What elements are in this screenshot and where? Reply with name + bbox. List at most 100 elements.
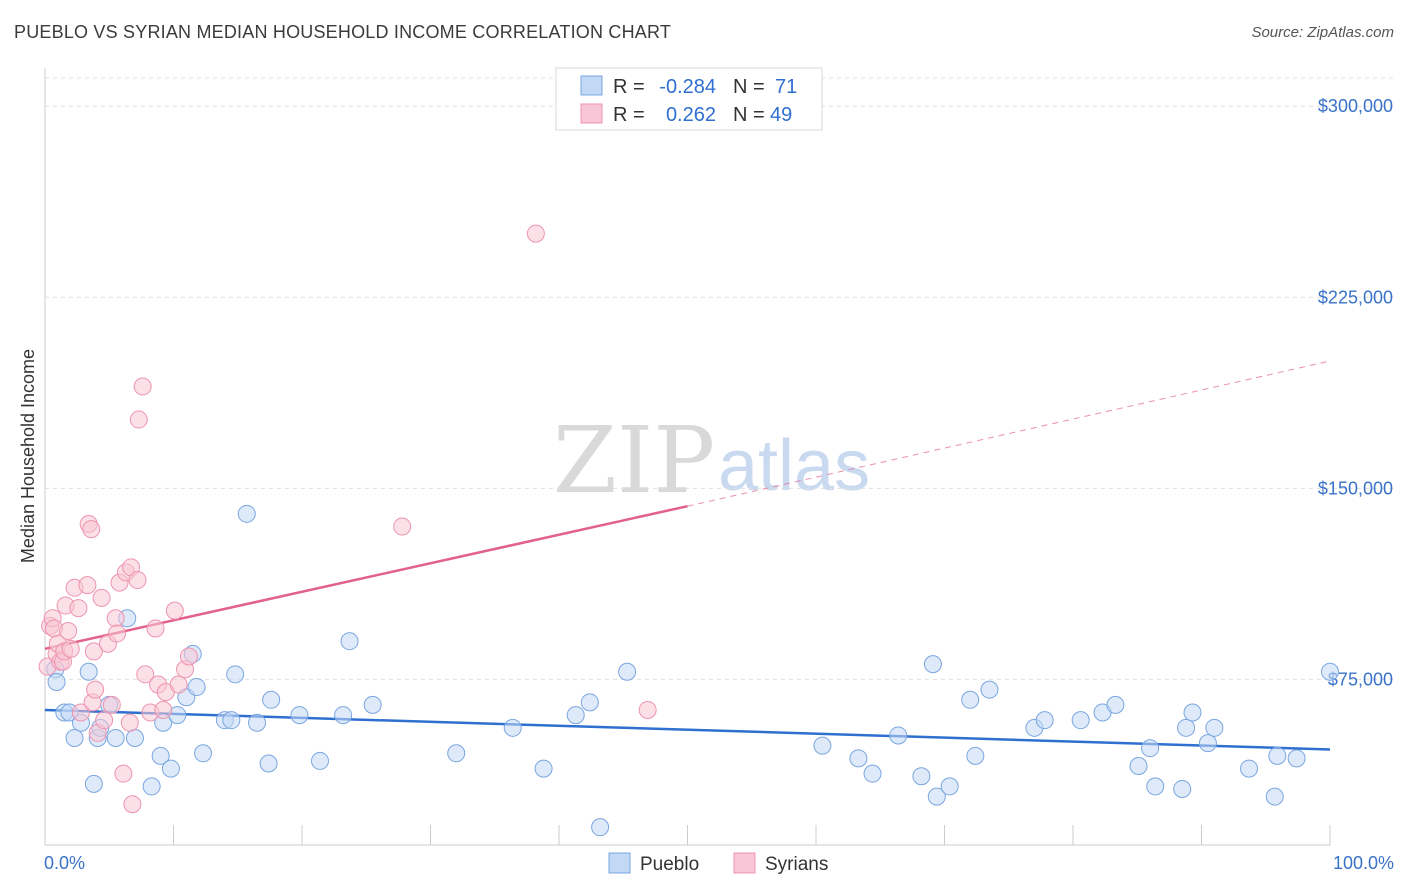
pueblo-point-39 — [580, 693, 599, 712]
pueblo-point-69 — [1287, 749, 1306, 768]
pueblo-point-42 — [813, 736, 832, 755]
pueblo-point-13 — [125, 729, 144, 748]
syrian-point-23 — [95, 711, 114, 730]
pueblo-point-1 — [47, 672, 66, 691]
pueblo-point-59 — [1141, 739, 1160, 758]
syrian-point-27 — [107, 624, 126, 643]
y-tick-label-300000: $300,000 — [1318, 96, 1393, 116]
pueblo-point-46 — [912, 767, 931, 786]
grid-lines — [45, 77, 1394, 680]
syrian-point-29 — [114, 764, 133, 783]
syrian-n-label: N = — [733, 104, 765, 126]
pueblo-point-36 — [503, 718, 522, 737]
syrian-point-20 — [86, 680, 105, 699]
syrian-point-34 — [128, 571, 147, 590]
pueblo-point-63 — [1183, 703, 1202, 722]
pueblo-point-62 — [1177, 718, 1196, 737]
syrian-n-value: 49 — [770, 104, 792, 126]
pueblo-point-32 — [334, 706, 353, 725]
pueblo-point-33 — [340, 632, 359, 651]
x-tick-label-max: 100.0% — [1333, 853, 1394, 873]
pueblo-point-52 — [980, 680, 999, 699]
pueblo-point-49 — [940, 777, 959, 796]
syrian-r-value: 0.262 — [666, 104, 716, 126]
pueblo-point-41 — [618, 662, 637, 681]
syrian-point-25 — [102, 695, 121, 714]
pueblo-point-66 — [1240, 759, 1259, 778]
syrian-point-26 — [106, 609, 125, 628]
pueblo-point-43 — [849, 749, 868, 768]
pueblo-point-67 — [1265, 787, 1284, 806]
series-legend: Pueblo Syrians — [608, 852, 828, 875]
syrian-point-19 — [84, 642, 103, 661]
syrian-point-17 — [82, 520, 101, 539]
pueblo-swatch — [580, 75, 603, 96]
syrian-point-13 — [69, 599, 88, 618]
syrian-point-43 — [165, 601, 184, 620]
syrian-point-44 — [169, 675, 188, 694]
pueblo-point-11 — [106, 729, 125, 748]
syrian-point-36 — [133, 377, 152, 396]
pueblo-point-37 — [534, 759, 553, 778]
watermark-atlas: atlas — [718, 426, 870, 506]
pueblo-point-40 — [591, 818, 610, 837]
syrian-point-33 — [123, 795, 142, 814]
pueblo-point-70 — [1321, 662, 1339, 681]
pueblo-point-64 — [1198, 734, 1217, 753]
pueblo-point-24 — [222, 711, 241, 730]
x-tick-marks — [44, 825, 1331, 845]
pueblo-point-27 — [248, 713, 267, 732]
pueblo-point-47 — [923, 655, 942, 674]
pueblo-point-29 — [262, 690, 281, 709]
pueblo-point-30 — [290, 706, 309, 725]
pueblo-point-57 — [1106, 695, 1125, 714]
syrian-points — [38, 224, 657, 814]
pueblo-point-38 — [566, 706, 585, 725]
syrian-point-11 — [61, 639, 80, 658]
x-tick-label-min: 0.0% — [44, 853, 85, 873]
legend-pueblo-label: Pueblo — [640, 854, 699, 875]
pueblo-point-25 — [226, 665, 245, 684]
pueblo-point-28 — [259, 754, 278, 773]
pueblo-point-54 — [1035, 711, 1054, 730]
pueblo-n-label: N = — [733, 76, 765, 98]
pueblo-point-65 — [1205, 718, 1224, 737]
pueblo-r-label: R = — [613, 76, 645, 98]
pueblo-point-68 — [1268, 746, 1287, 765]
chart-title: PUEBLO VS SYRIAN MEDIAN HOUSEHOLD INCOME… — [14, 22, 672, 42]
syrian-point-14 — [71, 703, 90, 722]
legend-syrian-swatch — [733, 852, 756, 874]
pueblo-point-21 — [187, 678, 206, 697]
y-axis-label: Median Household Income — [18, 349, 38, 563]
syrian-point-46 — [179, 647, 198, 666]
pueblo-point-6 — [79, 662, 98, 681]
source-label: Source: ZipAtlas.com — [1251, 24, 1394, 41]
pueblo-point-50 — [961, 690, 980, 709]
pueblo-point-4 — [65, 729, 84, 748]
syrian-point-22 — [92, 588, 111, 607]
syrian-point-31 — [120, 713, 139, 732]
pueblo-point-60 — [1146, 777, 1165, 796]
syrian-point-49 — [638, 700, 657, 719]
pueblo-point-55 — [1071, 711, 1090, 730]
syrian-swatch — [580, 103, 603, 124]
stats-legend: R = -0.284 N = 71 R = 0.262 N = 49 — [555, 67, 823, 131]
pueblo-point-14 — [142, 777, 161, 796]
syrian-point-47 — [393, 517, 412, 536]
syrian-point-10 — [59, 622, 78, 641]
syrian-point-15 — [78, 576, 97, 595]
syrian-r-label: R = — [613, 104, 645, 126]
pueblo-points — [46, 504, 1339, 837]
pueblo-point-17 — [161, 759, 180, 778]
syrian-point-41 — [154, 700, 173, 719]
syrian-point-35 — [129, 410, 148, 429]
y-tick-labels: $75,000 $150,000 $225,000 $300,000 — [1318, 96, 1393, 689]
pueblo-point-44 — [863, 764, 882, 783]
pueblo-point-58 — [1129, 757, 1148, 776]
pueblo-point-22 — [194, 744, 213, 763]
pueblo-point-61 — [1173, 779, 1192, 798]
pueblo-point-51 — [966, 746, 985, 765]
y-tick-label-225000: $225,000 — [1318, 287, 1393, 307]
pueblo-point-26 — [237, 504, 256, 523]
